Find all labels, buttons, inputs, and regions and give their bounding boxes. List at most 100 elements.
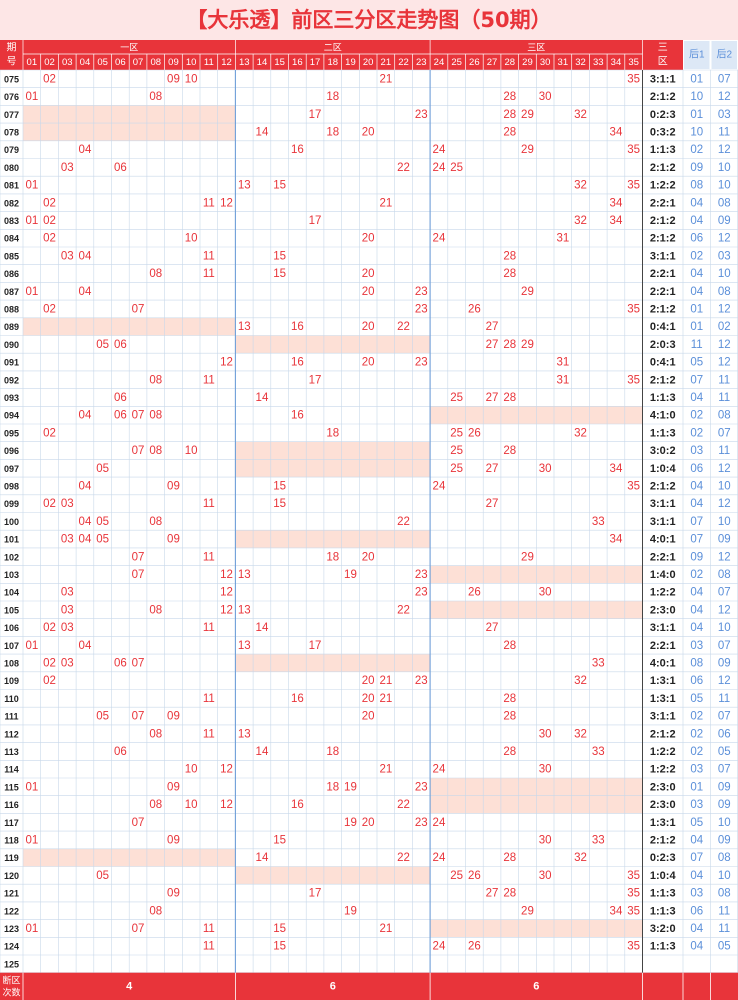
number-header-label: 10 xyxy=(186,57,197,68)
drawn-number: 34 xyxy=(610,215,623,227)
drawn-number: 30 xyxy=(539,91,552,103)
zone-ratio: 4:1:0 xyxy=(650,410,676,422)
footer-band xyxy=(0,972,738,1000)
drawn-number: 11 xyxy=(203,941,215,953)
drawn-number: 20 xyxy=(362,321,375,333)
drawn-number: 05 xyxy=(96,463,109,475)
drawn-number: 05 xyxy=(96,711,109,723)
period-label: 093 xyxy=(4,393,19,403)
drawn-number: 33 xyxy=(592,834,605,846)
drawn-number: 10 xyxy=(185,73,198,85)
number-header-label: 17 xyxy=(310,57,321,68)
number-header-label: 14 xyxy=(257,57,268,68)
number-header-label: 11 xyxy=(204,57,214,68)
empty-zone-shade xyxy=(235,866,431,885)
drawn-number: 08 xyxy=(149,445,162,457)
drawn-number: 19 xyxy=(344,817,357,829)
drawn-number: 05 xyxy=(96,870,109,882)
zone-ratio: 2:2:1 xyxy=(650,197,676,209)
drawn-number: 07 xyxy=(132,303,145,315)
back1-number: 06 xyxy=(690,675,703,687)
drawn-number: 31 xyxy=(556,374,569,386)
drawn-number: 15 xyxy=(273,498,286,510)
zone-ratio: 0:3:2 xyxy=(650,126,676,138)
drawn-number: 26 xyxy=(468,587,481,599)
number-header-label: 01 xyxy=(27,57,38,68)
period-label: 102 xyxy=(4,552,19,562)
drawn-number: 12 xyxy=(220,197,233,209)
drawn-number: 34 xyxy=(610,126,623,138)
drawn-number: 28 xyxy=(503,445,516,457)
drawn-number: 14 xyxy=(256,622,269,634)
period-label: 111 xyxy=(4,712,18,722)
period-label: 089 xyxy=(4,322,19,332)
drawn-number: 24 xyxy=(433,480,446,492)
drawn-number: 23 xyxy=(415,569,428,581)
drawn-number: 16 xyxy=(291,799,304,811)
back2-number: 08 xyxy=(718,888,731,900)
drawn-number: 24 xyxy=(433,941,446,953)
drawn-number: 09 xyxy=(167,534,180,546)
drawn-number: 07 xyxy=(132,657,145,669)
drawn-number: 17 xyxy=(309,374,322,386)
drawn-number: 23 xyxy=(415,109,428,121)
drawn-number: 02 xyxy=(43,622,56,634)
drawn-number: 23 xyxy=(415,303,428,315)
number-header-label: 31 xyxy=(558,57,569,68)
zone-ratio: 0:4:1 xyxy=(650,321,676,333)
number-header-label: 30 xyxy=(540,57,551,68)
back2-number: 09 xyxy=(718,534,731,546)
period-label: 099 xyxy=(4,499,19,509)
back2-number: 11 xyxy=(718,374,730,386)
back1-number: 02 xyxy=(690,728,703,740)
back2-number: 08 xyxy=(718,410,731,422)
drawn-number: 03 xyxy=(61,622,74,634)
drawn-number: 26 xyxy=(468,941,481,953)
drawn-number: 27 xyxy=(486,321,499,333)
drawn-number: 35 xyxy=(627,303,640,315)
back2-number: 08 xyxy=(718,852,731,864)
back2-number: 09 xyxy=(718,799,731,811)
zone-ratio: 1:1:3 xyxy=(650,888,676,900)
drawn-number: 29 xyxy=(521,905,534,917)
drawn-number: 35 xyxy=(627,888,640,900)
drawn-number: 13 xyxy=(238,640,251,652)
zone-ratio: 2:1:2 xyxy=(650,374,676,386)
drawn-number: 23 xyxy=(415,675,428,687)
drawn-number: 14 xyxy=(256,746,269,758)
drawn-number: 18 xyxy=(326,126,339,138)
drawn-number: 17 xyxy=(309,215,322,227)
drawn-number: 08 xyxy=(149,268,162,280)
zone-ratio: 1:3:1 xyxy=(650,675,676,687)
drawn-number: 06 xyxy=(114,746,127,758)
drawn-number: 20 xyxy=(362,126,375,138)
page-title: 【大乐透】前区三分区走势图（50期） xyxy=(0,0,738,40)
zone-ratio: 1:2:2 xyxy=(650,587,676,599)
back1-number: 02 xyxy=(690,250,703,262)
back1-number: 07 xyxy=(690,516,703,528)
drawn-number: 29 xyxy=(521,551,534,563)
number-header-label: 26 xyxy=(469,57,480,68)
drawn-number: 29 xyxy=(521,109,534,121)
number-header-label: 19 xyxy=(345,57,356,68)
drawn-number: 08 xyxy=(149,374,162,386)
back2-number: 10 xyxy=(718,622,731,634)
back1-number: 04 xyxy=(690,268,703,280)
drawn-number: 01 xyxy=(25,834,38,846)
drawn-number: 14 xyxy=(256,126,269,138)
drawn-number: 22 xyxy=(397,516,410,528)
period-label: 098 xyxy=(4,481,19,491)
back2-number: 07 xyxy=(718,587,731,599)
back1-number: 05 xyxy=(690,357,703,369)
drawn-number: 15 xyxy=(273,834,286,846)
zone-ratio: 0:2:3 xyxy=(650,852,676,864)
number-header-label: 12 xyxy=(221,57,232,68)
drawn-number: 15 xyxy=(273,250,286,262)
back2-number: 12 xyxy=(718,144,731,156)
drawn-number: 20 xyxy=(362,693,375,705)
drawn-number: 06 xyxy=(114,162,127,174)
back2-number: 11 xyxy=(718,445,730,457)
drawn-number: 16 xyxy=(291,693,304,705)
period-label: 077 xyxy=(4,110,19,120)
back2-number: 10 xyxy=(718,870,731,882)
